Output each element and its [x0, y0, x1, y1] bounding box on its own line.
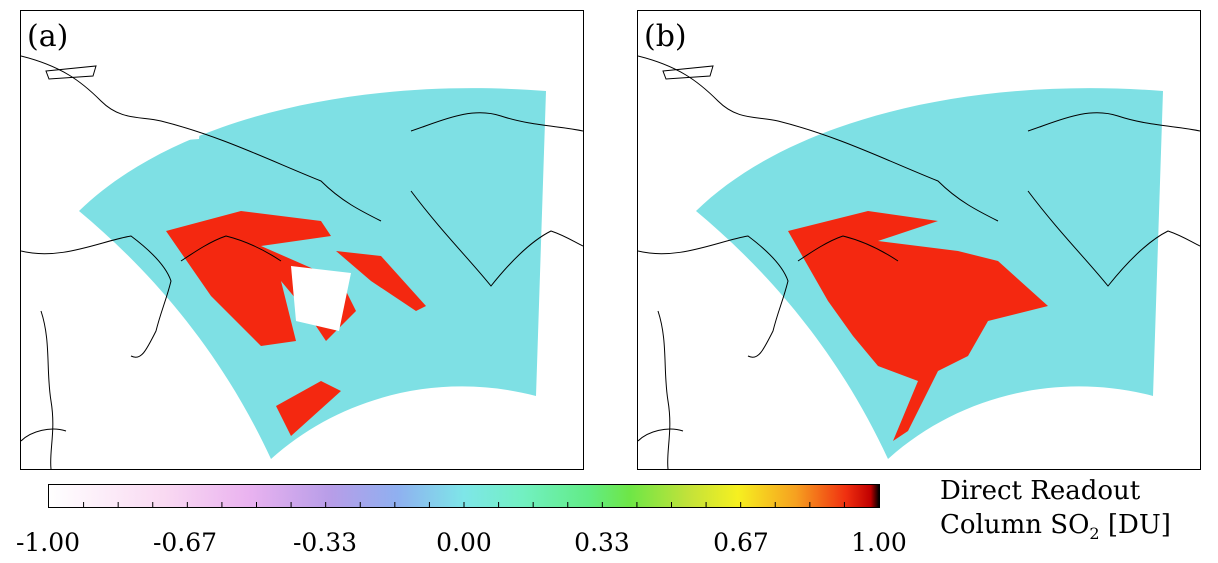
colorbar-title-subscript: 2 [1089, 524, 1100, 544]
colorbar-title: Direct Readout Column SO2 [DU] [940, 474, 1171, 551]
colorbar-title-line2: Column SO2 [DU] [940, 508, 1171, 551]
tick-label: 0.33 [574, 528, 630, 557]
missing-data-a [171, 119, 351, 331]
colorbar-title-unit: [DU] [1099, 510, 1171, 540]
coastlines-a [21, 55, 583, 469]
colorbar [48, 484, 880, 508]
so2-map-b [638, 55, 1200, 469]
tick-label: 1.00 [851, 528, 907, 557]
tick-label: -0.33 [292, 528, 358, 557]
colorbar-title-quantity: Column SO [940, 510, 1090, 540]
tick-label: 0.67 [713, 528, 769, 557]
panel-label-b: (b) [644, 19, 687, 54]
tick-label: -1.00 [15, 528, 81, 557]
coastlines-b [638, 55, 1200, 469]
tick-label: -0.67 [152, 528, 218, 557]
plume-b [788, 211, 1048, 441]
so2-map-a [21, 55, 583, 469]
map-panel-a: (a) [20, 10, 584, 470]
colorbar-title-line1: Direct Readout [940, 476, 1141, 506]
tick-label: 0.00 [436, 528, 492, 557]
panel-label-a: (a) [27, 19, 69, 54]
map-panel-b: (b) [637, 10, 1201, 470]
